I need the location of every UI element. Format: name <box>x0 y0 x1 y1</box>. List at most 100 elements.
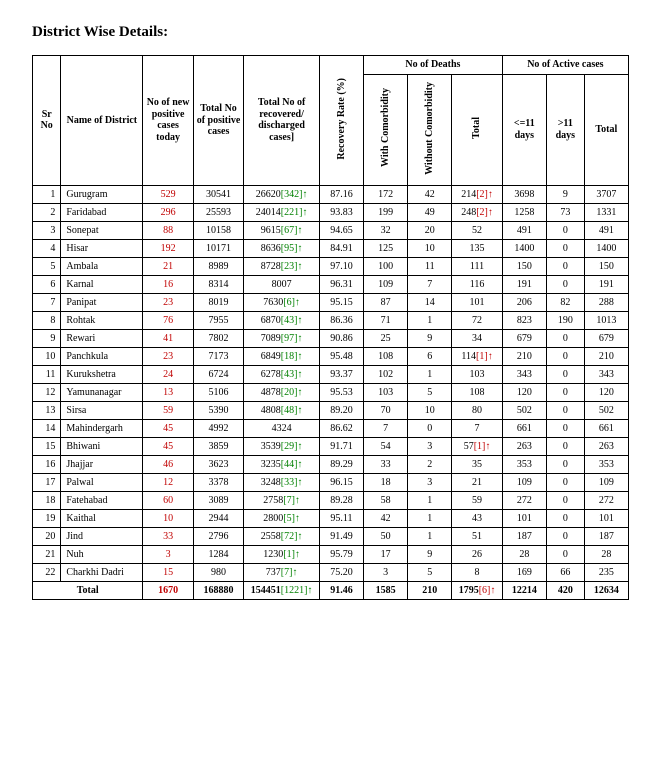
cell-rate: 89.20 <box>319 401 363 419</box>
cell-total-a11: 12214 <box>502 581 546 599</box>
cell-sr: 15 <box>33 437 61 455</box>
cell-district: Hisar <box>61 239 143 257</box>
cell-gt11: 9 <box>546 185 584 203</box>
cell-total-g11: 420 <box>546 581 584 599</box>
cell-gt11: 0 <box>546 545 584 563</box>
cell-le11: 272 <box>502 491 546 509</box>
cell-recovered: 4878[20]↑ <box>244 383 320 401</box>
cell-total-at: 12634 <box>584 581 628 599</box>
cell-totalp: 3378 <box>193 473 243 491</box>
cell-death-total: 111 <box>452 257 502 275</box>
cell-active-total: 1013 <box>584 311 628 329</box>
cell-without-co: 20 <box>408 221 452 239</box>
cell-le11: 191 <box>502 275 546 293</box>
table-row: 19Kaithal1029442800[5]↑95.11421431010101 <box>33 509 629 527</box>
table-row: 7Panipat2380197630[6]↑95.158714101206822… <box>33 293 629 311</box>
cell-gt11: 0 <box>546 329 584 347</box>
page-title: District Wise Details: <box>32 24 629 41</box>
cell-sr: 22 <box>33 563 61 581</box>
cell-death-total: 43 <box>452 509 502 527</box>
cell-with-co: 32 <box>364 221 408 239</box>
cell-rate: 84.91 <box>319 239 363 257</box>
cell-with-co: 25 <box>364 329 408 347</box>
cell-with-co: 199 <box>364 203 408 221</box>
cell-recovered: 4808[48]↑ <box>244 401 320 419</box>
cell-totalp: 2944 <box>193 509 243 527</box>
cell-new: 41 <box>143 329 193 347</box>
cell-with-co: 18 <box>364 473 408 491</box>
cell-rate: 75.20 <box>319 563 363 581</box>
cell-recovered: 737[7]↑ <box>244 563 320 581</box>
cell-recovered: 9615[67]↑ <box>244 221 320 239</box>
cell-with-co: 3 <box>364 563 408 581</box>
cell-district: Panipat <box>61 293 143 311</box>
cell-sr: 17 <box>33 473 61 491</box>
cell-active-total: 661 <box>584 419 628 437</box>
cell-totalp: 7802 <box>193 329 243 347</box>
cell-without-co: 11 <box>408 257 452 275</box>
cell-recovered: 6278[43]↑ <box>244 365 320 383</box>
cell-gt11: 0 <box>546 455 584 473</box>
cell-gt11: 82 <box>546 293 584 311</box>
cell-le11: 661 <box>502 419 546 437</box>
cell-le11: 150 <box>502 257 546 275</box>
cell-active-total: 210 <box>584 347 628 365</box>
col-recovered: Total No of recovered/ discharged cases] <box>244 56 320 186</box>
cell-active-total: 28 <box>584 545 628 563</box>
col-with-comorbidity: With Comorbidity <box>364 74 408 185</box>
cell-without-co: 6 <box>408 347 452 365</box>
cell-district: Rohtak <box>61 311 143 329</box>
cell-active-total: 191 <box>584 275 628 293</box>
cell-with-co: 109 <box>364 275 408 293</box>
table-row: 22Charkhi Dadri15980737[7]↑75.2035816966… <box>33 563 629 581</box>
col-rate: Recovery Rate (%) <box>319 56 363 186</box>
cell-death-total: 101 <box>452 293 502 311</box>
cell-le11: 353 <box>502 455 546 473</box>
cell-without-co: 5 <box>408 563 452 581</box>
cell-new: 45 <box>143 419 193 437</box>
total-row: Total1670168880154451[1221]↑91.461585210… <box>33 581 629 599</box>
cell-death-total: 103 <box>452 365 502 383</box>
cell-new: 16 <box>143 275 193 293</box>
cell-sr: 1 <box>33 185 61 203</box>
cell-death-total: 34 <box>452 329 502 347</box>
cell-total-dt: 1795[6]↑ <box>452 581 502 599</box>
cell-death-total: 116 <box>452 275 502 293</box>
cell-recovered: 2558[72]↑ <box>244 527 320 545</box>
cell-totalp: 1284 <box>193 545 243 563</box>
cell-with-co: 70 <box>364 401 408 419</box>
cell-with-co: 108 <box>364 347 408 365</box>
cell-without-co: 3 <box>408 437 452 455</box>
cell-district: Ambala <box>61 257 143 275</box>
cell-recovered: 8728[23]↑ <box>244 257 320 275</box>
table-row: 15Bhiwani4538593539[29]↑91.7154357[1]↑26… <box>33 437 629 455</box>
cell-totalp: 25593 <box>193 203 243 221</box>
cell-le11: 491 <box>502 221 546 239</box>
cell-total-rate: 91.46 <box>319 581 363 599</box>
cell-rate: 94.65 <box>319 221 363 239</box>
cell-district: Sirsa <box>61 401 143 419</box>
cell-totalp: 4992 <box>193 419 243 437</box>
cell-death-total: 52 <box>452 221 502 239</box>
table-row: 13Sirsa5953904808[48]↑89.207010805020502 <box>33 401 629 419</box>
cell-totalp: 2796 <box>193 527 243 545</box>
cell-new: 529 <box>143 185 193 203</box>
cell-sr: 21 <box>33 545 61 563</box>
cell-gt11: 0 <box>546 239 584 257</box>
cell-sr: 14 <box>33 419 61 437</box>
cell-without-co: 7 <box>408 275 452 293</box>
cell-sr: 8 <box>33 311 61 329</box>
cell-le11: 187 <box>502 527 546 545</box>
cell-active-total: 263 <box>584 437 628 455</box>
cell-rate: 91.49 <box>319 527 363 545</box>
cell-rate: 89.28 <box>319 491 363 509</box>
cell-with-co: 172 <box>364 185 408 203</box>
cell-rate: 95.15 <box>319 293 363 311</box>
cell-rate: 95.11 <box>319 509 363 527</box>
cell-without-co: 42 <box>408 185 452 203</box>
cell-rate: 95.79 <box>319 545 363 563</box>
table-row: 11Kurukshetra2467246278[43]↑93.371021103… <box>33 365 629 383</box>
cell-totalp: 3859 <box>193 437 243 455</box>
cell-recovered: 7630[6]↑ <box>244 293 320 311</box>
cell-gt11: 0 <box>546 257 584 275</box>
